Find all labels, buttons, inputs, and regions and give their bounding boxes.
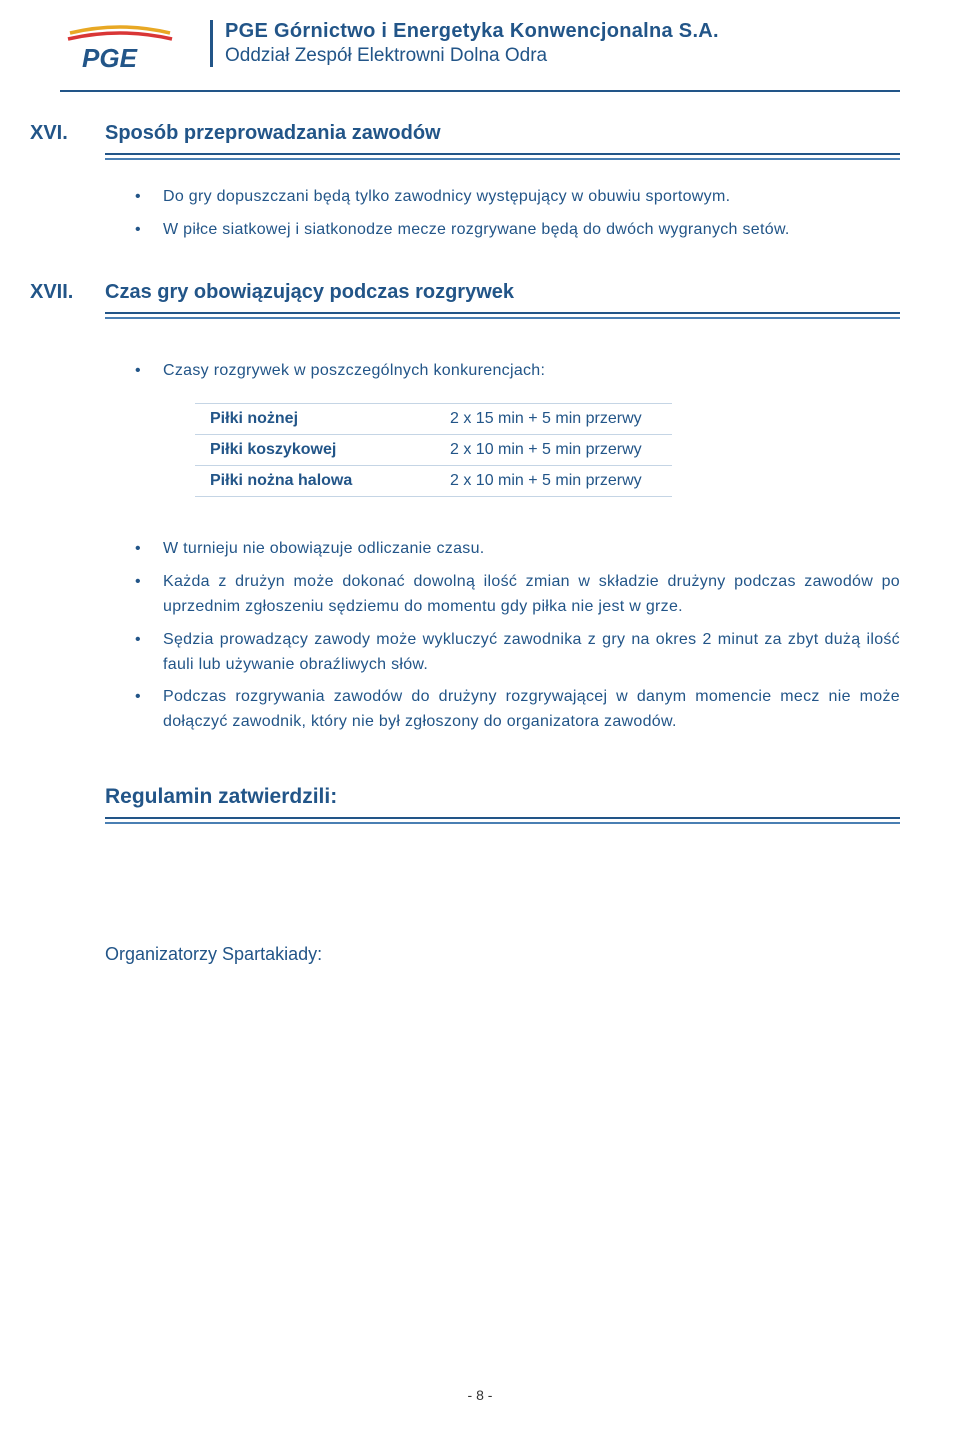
list-item: Podczas rozgrywania zawodów do drużyny r… bbox=[135, 685, 900, 735]
section-17-intro-list: Czasy rozgrywek w poszczególnych konkure… bbox=[135, 359, 900, 384]
time-cell: 2 x 15 min + 5 min przerwy bbox=[435, 404, 672, 435]
document-header: PGE PGE Górnictwo i Energetyka Konwencjo… bbox=[50, 20, 900, 75]
game-times-table: Piłki nożnej 2 x 15 min + 5 min przerwy … bbox=[195, 403, 672, 497]
sport-cell: Piłki koszykowej bbox=[195, 435, 435, 466]
section-16-bullets: Do gry dopuszczani będą tylko zawodnicy … bbox=[135, 185, 900, 243]
list-item: Czasy rozgrywek w poszczególnych konkure… bbox=[135, 359, 900, 384]
time-cell: 2 x 10 min + 5 min przerwy bbox=[435, 435, 672, 466]
list-item: Sędzia prowadzący zawody może wykluczyć … bbox=[135, 628, 900, 678]
section-16-roman: XVI. bbox=[30, 122, 105, 145]
sport-cell: Piłki nożnej bbox=[195, 404, 435, 435]
list-item: W turnieju nie obowiązuje odliczanie cza… bbox=[135, 537, 900, 562]
table-row: Piłki nożnej 2 x 15 min + 5 min przerwy bbox=[195, 404, 672, 435]
section-17-underline bbox=[105, 312, 900, 319]
section-16-title: Sposób przeprowadzania zawodów bbox=[105, 122, 441, 145]
section-17-heading: XVII. Czas gry obowiązujący podczas rozg… bbox=[30, 281, 900, 304]
approval-underline bbox=[105, 817, 900, 824]
header-text-block: PGE Górnictwo i Energetyka Konwencjonaln… bbox=[210, 20, 719, 67]
pge-logo: PGE bbox=[50, 25, 190, 75]
list-item: W piłce siatkowej i siatkonodze mecze ro… bbox=[135, 218, 900, 243]
logo-text: PGE bbox=[82, 43, 138, 73]
table-row: Piłki nożna halowa 2 x 10 min + 5 min pr… bbox=[195, 466, 672, 497]
time-cell: 2 x 10 min + 5 min przerwy bbox=[435, 466, 672, 497]
section-16-heading: XVI. Sposób przeprowadzania zawodów bbox=[30, 122, 900, 145]
company-division: Oddział Zespół Elektrowni Dolna Odra bbox=[225, 45, 719, 67]
section-17-bullets: W turnieju nie obowiązuje odliczanie cza… bbox=[135, 537, 900, 735]
list-item: Do gry dopuszczani będą tylko zawodnicy … bbox=[135, 185, 900, 210]
section-17-roman: XVII. bbox=[30, 281, 105, 304]
table-row: Piłki koszykowej 2 x 10 min + 5 min prze… bbox=[195, 435, 672, 466]
header-divider bbox=[60, 90, 900, 92]
approval-heading: Regulamin zatwierdzili: bbox=[105, 785, 900, 809]
list-item: Każda z drużyn może dokonać dowolną iloś… bbox=[135, 570, 900, 620]
sport-cell: Piłki nożna halowa bbox=[195, 466, 435, 497]
organizers-label: Organizatorzy Spartakiady: bbox=[105, 944, 900, 965]
section-17-title: Czas gry obowiązujący podczas rozgrywek bbox=[105, 281, 514, 304]
company-name: PGE Górnictwo i Energetyka Konwencjonaln… bbox=[225, 20, 719, 43]
section-16-underline bbox=[105, 153, 900, 160]
page-number: - 8 - bbox=[468, 1387, 493, 1403]
